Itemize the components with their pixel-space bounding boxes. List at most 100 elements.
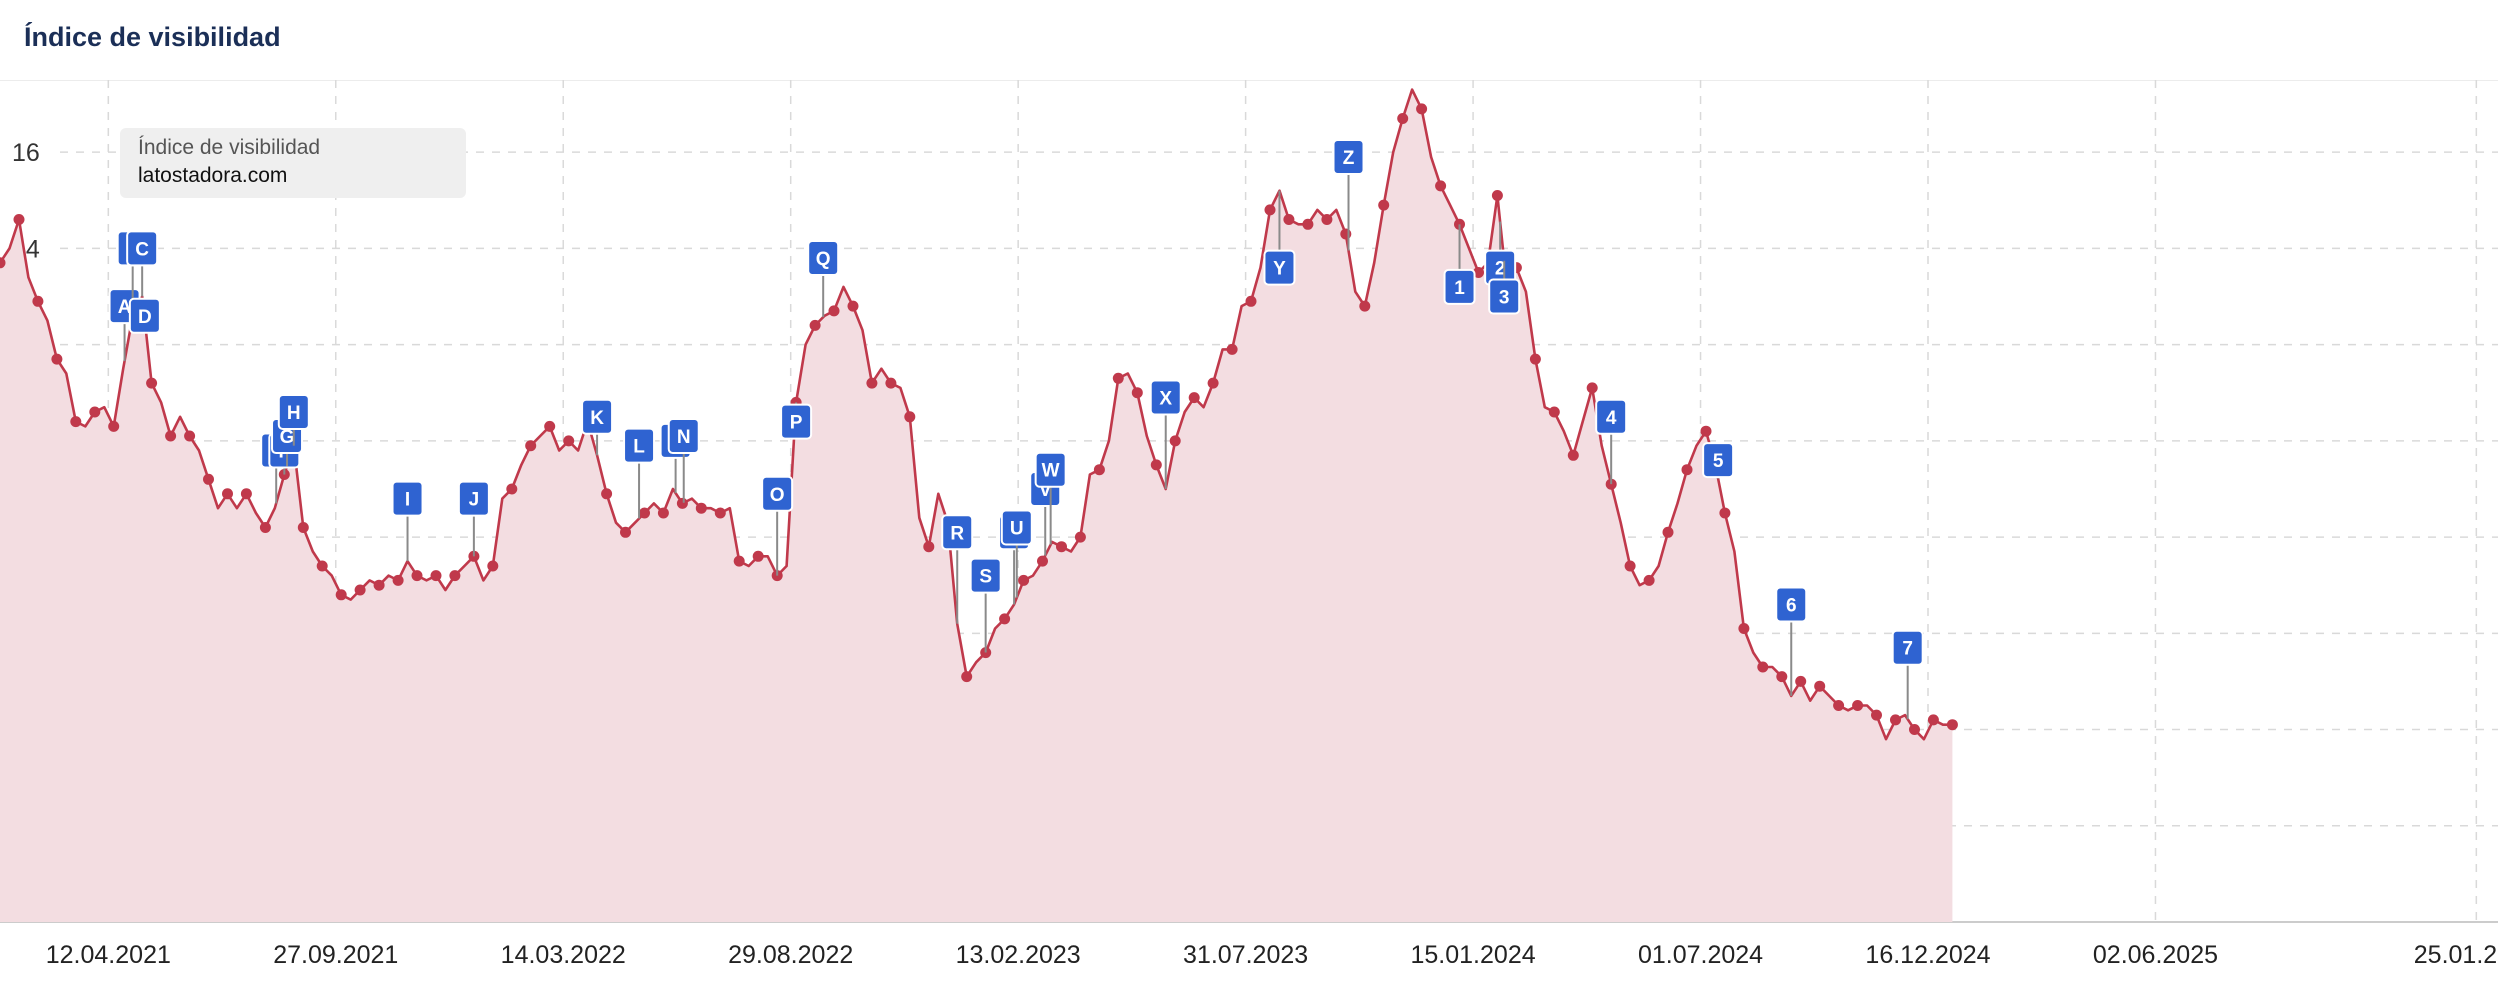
data-point: [1454, 218, 1465, 230]
data-point: [657, 507, 669, 519]
x-tick-label: 01.07.2024: [1638, 941, 1763, 969]
event-marker-label: H: [287, 403, 301, 424]
data-point: [1037, 555, 1048, 567]
data-point: [1093, 464, 1105, 476]
event-marker-flag: [807, 240, 840, 277]
data-point: [184, 430, 196, 442]
data-point: [1776, 671, 1788, 683]
data-point: [1207, 377, 1219, 389]
data-point: [1435, 180, 1447, 192]
data-point: [203, 473, 214, 485]
event-marker-7[interactable]: 7: [1891, 629, 1924, 720]
data-point: [1814, 680, 1826, 692]
data-point: [1416, 103, 1428, 115]
x-tick-label: 25.01.2026: [2414, 941, 2498, 969]
event-marker-3[interactable]: 3: [1488, 260, 1521, 315]
event-marker-q[interactable]: Q: [807, 240, 840, 318]
x-tick-label: 15.01.2024: [1411, 941, 1536, 969]
panel-title: Índice de visibilidad: [24, 22, 281, 52]
event-marker-label: Y: [1273, 259, 1286, 280]
event-marker-n[interactable]: N: [667, 418, 700, 503]
event-marker-p[interactable]: P: [780, 402, 813, 440]
data-point: [885, 377, 897, 389]
data-point: [1681, 464, 1693, 476]
event-marker-flag: [1443, 268, 1476, 305]
event-marker-h[interactable]: H: [277, 393, 310, 446]
event-marker-o[interactable]: O: [761, 475, 794, 576]
event-marker-z[interactable]: Z: [1332, 138, 1365, 251]
event-marker-6[interactable]: 6: [1775, 586, 1808, 696]
data-point: [222, 488, 233, 500]
event-marker-x[interactable]: X: [1149, 379, 1182, 489]
data-point: [639, 507, 650, 519]
event-marker-y[interactable]: Y: [1263, 190, 1296, 286]
data-point: [1112, 372, 1124, 384]
x-tick-label: 13.02.2023: [956, 941, 1081, 969]
event-marker-label: I: [405, 490, 410, 511]
event-marker-s[interactable]: S: [969, 557, 1002, 653]
event-marker-label: L: [633, 437, 645, 458]
data-point: [676, 497, 688, 509]
chart-container: 24681012141612.04.202127.09.202114.03.20…: [0, 80, 2498, 984]
event-marker-d[interactable]: D: [128, 297, 161, 334]
event-marker-flag: [1891, 629, 1924, 666]
data-point: [430, 570, 442, 582]
data-point: [1074, 531, 1086, 543]
data-point: [1302, 218, 1314, 230]
event-marker-label: 5: [1713, 451, 1724, 472]
data-point: [714, 507, 726, 519]
data-point: [13, 214, 25, 225]
data-point: [297, 522, 309, 533]
data-point: [240, 488, 252, 500]
x-tick-label: 27.09.2021: [273, 941, 398, 969]
legend-box: Índice de visibilidad latostadora.com: [120, 128, 466, 198]
event-marker-5[interactable]: 5: [1702, 442, 1735, 479]
event-marker-label: K: [590, 408, 604, 429]
data-point: [1321, 214, 1333, 225]
event-marker-4[interactable]: 4: [1595, 398, 1628, 485]
event-marker-k[interactable]: K: [581, 398, 614, 456]
data-point: [733, 555, 745, 567]
data-point: [1605, 478, 1617, 490]
event-marker-flag: [1263, 249, 1296, 286]
data-point: [146, 377, 158, 389]
panel-header: Índice de visibilidad: [0, 0, 2498, 81]
data-point: [1169, 435, 1181, 447]
data-point: [1150, 459, 1162, 471]
event-marker-label: N: [677, 427, 691, 448]
data-point: [1567, 449, 1579, 461]
event-marker-label: Q: [816, 249, 831, 270]
data-point: [1397, 113, 1409, 124]
data-point: [1529, 353, 1541, 365]
event-marker-l[interactable]: L: [623, 427, 656, 519]
data-point: [487, 560, 499, 572]
data-point: [961, 671, 973, 683]
data-point: [1283, 214, 1295, 225]
data-point: [1738, 623, 1750, 634]
event-marker-2[interactable]: 2: [1484, 221, 1517, 286]
event-marker-label: S: [979, 567, 992, 588]
data-point: [695, 502, 707, 514]
event-marker-label: 3: [1499, 288, 1510, 309]
event-marker-label: D: [138, 307, 152, 328]
event-marker-c[interactable]: C: [126, 230, 159, 297]
data-point: [0, 257, 6, 269]
event-marker-flag: [780, 403, 813, 440]
event-marker-u[interactable]: U: [1000, 509, 1033, 598]
data-point: [1643, 574, 1655, 586]
event-marker-1[interactable]: 1: [1443, 224, 1476, 305]
event-marker-flag: [1332, 138, 1365, 175]
data-point: [563, 435, 575, 447]
data-point: [1871, 709, 1882, 721]
x-tick-label: 02.06.2025: [2093, 941, 2218, 969]
event-marker-label: O: [770, 485, 785, 506]
event-marker-label: 4: [1606, 408, 1617, 429]
data-point: [1946, 719, 1958, 731]
event-marker-j[interactable]: J: [457, 480, 490, 557]
data-point: [923, 541, 935, 553]
event-marker-r[interactable]: R: [941, 514, 974, 624]
x-tick-label: 16.12.2024: [1865, 941, 1990, 969]
event-marker-w[interactable]: W: [1034, 451, 1067, 545]
event-marker-i[interactable]: I: [391, 480, 424, 562]
